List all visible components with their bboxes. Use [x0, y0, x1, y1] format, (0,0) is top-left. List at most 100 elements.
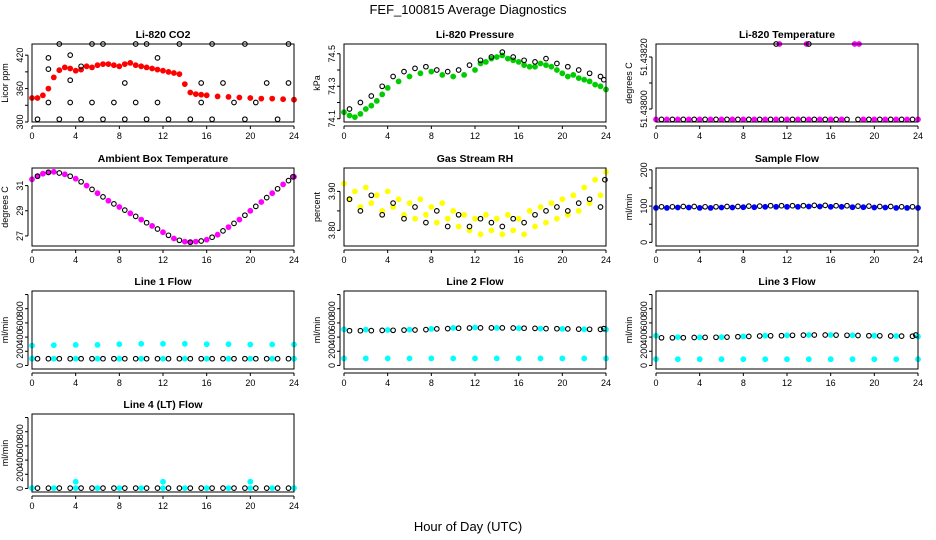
data-point	[800, 332, 807, 338]
x-tick-label: 8	[741, 255, 746, 265]
data-point	[225, 355, 232, 362]
x-tick-label: 12	[158, 131, 168, 141]
data-point	[231, 485, 237, 491]
data-point	[669, 334, 676, 341]
data-point	[855, 116, 861, 123]
data-point	[170, 70, 177, 76]
data-point	[762, 332, 769, 339]
data-point	[762, 116, 769, 123]
data-point	[252, 203, 259, 210]
data-point	[822, 116, 829, 123]
data-point	[592, 81, 598, 88]
data-point	[811, 332, 818, 338]
x-tick-label: 8	[741, 131, 746, 141]
data-point	[111, 485, 117, 491]
data-point	[816, 116, 823, 123]
data-point	[554, 325, 560, 332]
data-point	[72, 175, 79, 182]
x-tick-label: 24	[289, 501, 299, 511]
data-point	[280, 181, 286, 188]
data-point	[45, 485, 52, 491]
data-point	[564, 63, 571, 70]
x-tick-label: 8	[429, 131, 434, 141]
data-point	[488, 219, 495, 226]
data-point	[855, 332, 861, 339]
data-point	[285, 80, 292, 86]
data-point	[581, 326, 588, 333]
y-tick-label: 51.43800	[639, 90, 649, 128]
x-tick-label: 0	[653, 255, 658, 265]
data-point	[187, 89, 194, 96]
data-point	[664, 204, 670, 211]
data-point	[379, 83, 386, 90]
data-point	[116, 355, 123, 362]
y-tick-label: 0	[639, 240, 649, 245]
data-point	[575, 67, 582, 73]
data-point	[674, 356, 681, 363]
data-point	[909, 333, 916, 340]
x-tick-label: 12	[782, 378, 792, 388]
data-point	[493, 324, 500, 331]
x-tick-label: 0	[29, 131, 34, 141]
data-point	[477, 231, 484, 238]
data-point	[784, 332, 790, 339]
panel-title: Line 3 Flow	[758, 276, 816, 288]
data-point	[466, 227, 473, 234]
data-point	[696, 334, 703, 341]
data-point	[691, 116, 698, 123]
x-tick-label: 24	[913, 378, 923, 388]
data-point	[674, 204, 681, 211]
x-tick-label: 4	[697, 378, 702, 388]
data-point	[597, 73, 604, 80]
data-point	[50, 355, 57, 362]
data-point	[362, 184, 369, 191]
x-tick-label: 20	[245, 131, 255, 141]
data-point	[181, 485, 188, 491]
data-point	[346, 106, 353, 112]
data-point	[192, 238, 199, 245]
data-point	[34, 95, 41, 101]
data-point	[280, 96, 286, 103]
data-point	[488, 227, 495, 234]
x-tick-label: 12	[470, 378, 480, 388]
data-point	[702, 116, 708, 123]
y-tick-label: 400	[639, 330, 649, 345]
data-point	[187, 355, 194, 362]
data-point	[412, 327, 418, 333]
x-tick-label: 24	[913, 131, 923, 141]
data-point	[220, 485, 226, 491]
data-point	[784, 356, 790, 363]
data-point	[784, 203, 790, 210]
data-point	[461, 211, 467, 218]
data-point	[564, 326, 571, 332]
data-point	[439, 72, 446, 78]
data-point	[170, 235, 177, 242]
data-point	[713, 334, 719, 341]
data-point	[740, 116, 747, 123]
data-point	[45, 355, 52, 362]
data-point	[876, 332, 883, 339]
x-tick-label: 8	[117, 378, 122, 388]
data-point	[482, 59, 489, 65]
data-point	[472, 324, 478, 331]
data-point	[597, 326, 604, 333]
data-point	[72, 355, 79, 362]
series-hourly	[658, 202, 916, 210]
data-point	[417, 196, 424, 203]
data-point	[368, 200, 375, 206]
series-hourly	[34, 41, 292, 123]
data-point	[401, 215, 407, 222]
y-tick-label: 800	[639, 301, 649, 316]
x-tick-label: 4	[385, 255, 390, 265]
data-point	[160, 485, 166, 491]
data-point	[838, 116, 845, 123]
data-point	[433, 67, 440, 73]
data-point	[597, 204, 604, 210]
data-point	[384, 85, 391, 91]
data-point	[231, 99, 237, 106]
x-tick-label: 12	[470, 131, 480, 141]
y-tick-label: 0	[327, 363, 337, 368]
data-point	[357, 99, 364, 106]
data-point	[143, 116, 150, 123]
data-point	[658, 334, 665, 341]
